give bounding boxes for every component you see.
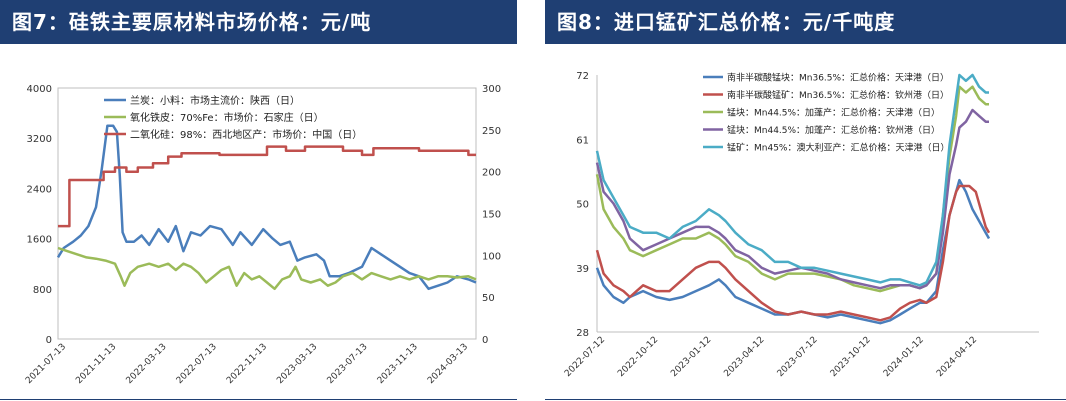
legend-label-2: 二氧化硅：98%：西北地区产：市场价：中国（日） bbox=[130, 128, 362, 141]
y-tick-label: 61 bbox=[576, 135, 589, 146]
y-left-tick-label: 3200 bbox=[27, 134, 52, 145]
x-tick-label: 2022-07-12 bbox=[563, 335, 607, 379]
panel-title-right: 图8：进口锰矿汇总价格：元/千吨度 bbox=[545, 0, 1066, 44]
plot-area bbox=[57, 87, 477, 340]
y-left-tick-label: 2400 bbox=[27, 184, 52, 195]
legend-label-3: 锰块：Mn44.5%：加蓬产：汇总价格：钦州港（日） bbox=[727, 124, 940, 136]
x-tick-label: 2023-04-12 bbox=[722, 335, 766, 379]
x-tick-label: 2024-03-13 bbox=[426, 342, 470, 386]
x-tick-label: 2023-11-13 bbox=[376, 342, 420, 386]
x-tick-label: 2023-07-13 bbox=[326, 342, 370, 386]
series-line-0 bbox=[56, 124, 477, 291]
x-tick-label: 2022-07-13 bbox=[175, 342, 219, 386]
series-line-1 bbox=[595, 184, 991, 322]
y-tick-label: 28 bbox=[576, 328, 589, 339]
y-right-tick-label: 50 bbox=[482, 293, 495, 304]
panel-divider-left bbox=[0, 399, 517, 400]
chart-left: 4000320024001600800030025020015010050020… bbox=[24, 84, 501, 386]
legend-label-4: 锰矿：Mn45%：澳大利亚产：汇总价格：天津港（日） bbox=[727, 142, 949, 154]
series-line-3 bbox=[595, 108, 989, 290]
panel-divider-right bbox=[545, 399, 1066, 400]
x-tick-label: 2022-10-12 bbox=[616, 335, 660, 379]
y-left-tick-label: 1600 bbox=[27, 235, 52, 246]
x-tick-label: 2023-03-13 bbox=[275, 342, 319, 386]
chart-panel-manganese: 图8：进口锰矿汇总价格：元/千吨度 72 61 50 39 28 2022-07-12 20… bbox=[545, 0, 1066, 401]
y-tick-label: 50 bbox=[576, 200, 589, 211]
x-tick-label: 2024-04-12 bbox=[935, 335, 979, 379]
legend-label-0: 兰炭：小料：市场主流价：陕西（日） bbox=[130, 94, 300, 107]
legend-label-1: 氧化铁皮：70%Fe：市场价：石家庄（日） bbox=[130, 111, 324, 124]
legend-label-1: 南非半碳酸锰矿：Mn36.5%：汇总价格：钦州港（日） bbox=[727, 89, 949, 101]
x-tick-label: 2022-11-13 bbox=[225, 342, 269, 386]
y-right-tick-label: 300 bbox=[482, 84, 501, 95]
x-tick-label: 2023-01-12 bbox=[669, 335, 713, 379]
y-left-tick-label: 800 bbox=[33, 285, 52, 296]
y-tick-label: 72 bbox=[576, 71, 589, 82]
y-right-tick-label: 100 bbox=[482, 251, 501, 262]
series-line-2 bbox=[595, 85, 989, 293]
x-tick-label: 2023-10-12 bbox=[829, 335, 873, 379]
panel-title-left: 图7：硅铁主要原材料市场价格：元/吨 bbox=[0, 0, 517, 44]
legend-label-0: 南非半碳酸锰块：Mn36.5%：汇总价格：天津港（日） bbox=[727, 72, 949, 84]
x-tick-label: 2022-03-13 bbox=[125, 342, 169, 386]
y-right-tick-label: 0 bbox=[482, 335, 488, 346]
legend-label-2: 锰块：Mn44.5%：加蓬产：汇总价格：天津港（日） bbox=[727, 107, 940, 119]
x-tick-label: 2021-11-13 bbox=[74, 342, 118, 386]
y-right-tick-label: 200 bbox=[482, 168, 501, 179]
y-tick-label: 39 bbox=[576, 264, 589, 275]
series-line-2 bbox=[58, 145, 476, 228]
y-right-tick-label: 150 bbox=[482, 210, 501, 221]
chart-panel-silicon-iron: 图7：硅铁主要原材料市场价格：元/吨 4000 3200 2400 1600 800 0 3… bbox=[0, 0, 517, 401]
x-tick-label: 2024-01-12 bbox=[882, 335, 926, 379]
y-left-tick-label: 0 bbox=[46, 335, 52, 346]
series-line-1 bbox=[57, 246, 477, 291]
x-tick-label: 2021-07-13 bbox=[24, 342, 68, 386]
y-right-tick-label: 250 bbox=[482, 126, 501, 137]
y-left-tick-label: 4000 bbox=[27, 84, 52, 95]
x-tick-label: 2023-07-12 bbox=[776, 335, 820, 379]
series-line-4 bbox=[595, 73, 989, 287]
